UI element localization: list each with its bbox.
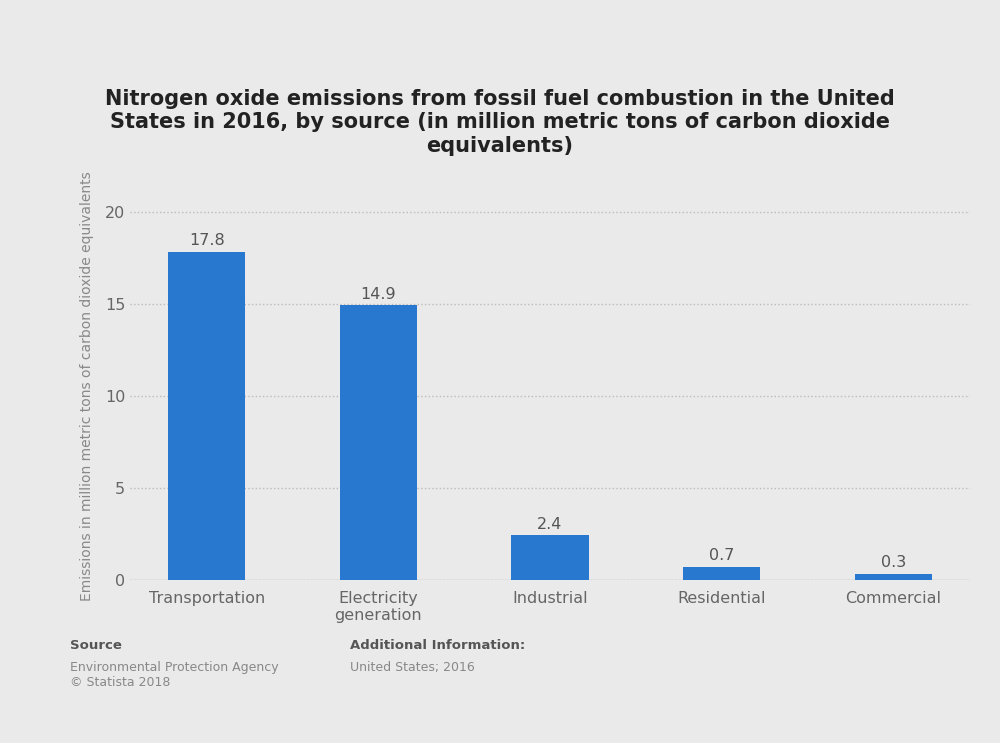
Bar — [683, 567, 760, 580]
Text: 0.7: 0.7 — [709, 548, 734, 563]
Bar — [340, 305, 417, 580]
Text: Source: Source — [70, 639, 122, 652]
Bar — [168, 252, 245, 580]
Bar — [855, 574, 932, 580]
Bar — [511, 536, 589, 580]
Text: Nitrogen oxide emissions from fossil fuel combustion in the United
States in 201: Nitrogen oxide emissions from fossil fue… — [105, 89, 895, 155]
Text: United States; 2016: United States; 2016 — [350, 661, 475, 674]
Text: 2.4: 2.4 — [537, 516, 563, 532]
Text: 17.8: 17.8 — [189, 233, 225, 248]
Y-axis label: Emissions in million metric tons of carbon dioxide equivalents: Emissions in million metric tons of carb… — [80, 172, 94, 601]
Text: Additional Information:: Additional Information: — [350, 639, 525, 652]
Text: 14.9: 14.9 — [361, 287, 396, 302]
Text: Environmental Protection Agency
© Statista 2018: Environmental Protection Agency © Statis… — [70, 661, 279, 690]
Text: 0.3: 0.3 — [881, 555, 906, 571]
